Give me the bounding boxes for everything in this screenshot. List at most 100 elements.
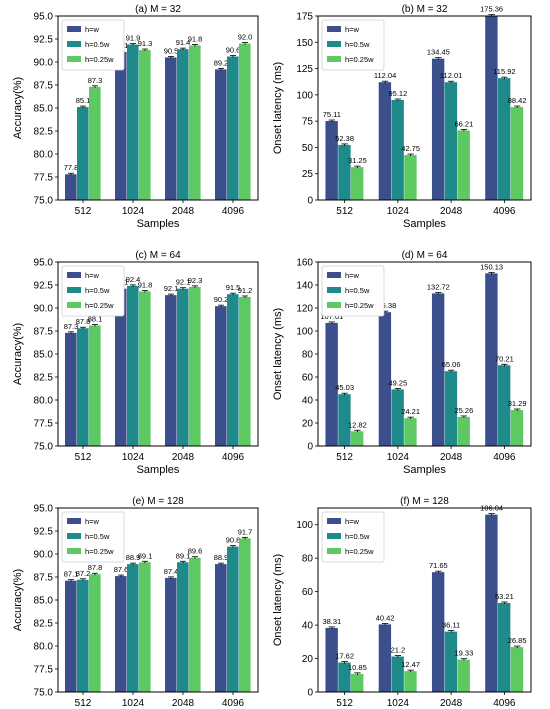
bar — [485, 514, 498, 692]
y-tick-label: 87.5 — [34, 327, 54, 338]
data-label: 77.8 — [64, 163, 79, 172]
bar — [115, 576, 127, 692]
x-tick-label: 2048 — [172, 206, 195, 217]
y-tick-label: 80.0 — [34, 396, 54, 407]
legend-swatch — [67, 56, 81, 62]
x-tick-label: 512 — [336, 452, 353, 463]
bar — [457, 416, 470, 446]
data-label: 92.1 — [164, 284, 179, 293]
y-tick-label: 50 — [302, 143, 314, 154]
bar — [444, 371, 458, 446]
x-tick-label: 1024 — [387, 698, 410, 709]
legend-swatch — [67, 26, 81, 32]
bar — [404, 155, 417, 200]
y-tick-label: 175 — [296, 12, 313, 23]
bar — [177, 288, 189, 446]
x-tick-label: 1024 — [387, 206, 410, 217]
bar — [139, 291, 151, 446]
bar — [431, 293, 445, 446]
bar — [431, 572, 445, 692]
bar — [227, 546, 239, 692]
x-axis-label: Samples — [403, 218, 446, 230]
legend-swatch — [327, 287, 341, 293]
legend-swatch — [327, 272, 341, 278]
y-tick-label: 90.0 — [34, 58, 54, 69]
y-tick-label: 20 — [302, 419, 314, 430]
bar — [177, 49, 189, 201]
y-tick-label: 120 — [296, 304, 313, 315]
x-tick-label: 4096 — [493, 452, 516, 463]
bar — [215, 69, 227, 200]
bar — [391, 99, 404, 200]
bar — [351, 673, 364, 692]
x-tick-label: 512 — [336, 698, 353, 709]
y-axis-label: Accuracy(%) — [12, 569, 24, 631]
x-tick-label: 4096 — [222, 452, 245, 463]
chart-title: (c) M = 64 — [135, 250, 181, 261]
bar — [378, 82, 392, 200]
data-label: 70.21 — [495, 354, 514, 363]
plot-frame — [317, 261, 532, 447]
data-label: 91.2 — [238, 286, 253, 295]
bar — [457, 659, 470, 692]
x-axis-label: Samples — [137, 464, 180, 476]
legend-swatch — [67, 548, 81, 554]
x-tick-label: 2048 — [440, 698, 463, 709]
bar — [165, 295, 177, 446]
y-tick-label: 75.0 — [34, 442, 54, 453]
data-label: 66.21 — [455, 119, 474, 128]
bar — [338, 394, 351, 446]
bar — [139, 50, 151, 200]
bar — [444, 82, 458, 200]
data-label: 116.38 — [374, 301, 396, 310]
data-label: 12.47 — [401, 660, 420, 669]
data-label: 89.1 — [176, 551, 191, 560]
legend-swatch — [67, 287, 81, 293]
legend-label: h=0.5w — [85, 286, 110, 295]
y-tick-label: 85.0 — [34, 596, 54, 607]
data-label: 90.2 — [214, 295, 229, 304]
y-tick-label: 85.0 — [34, 350, 54, 361]
bar — [391, 389, 404, 446]
data-label: 12.82 — [348, 420, 367, 429]
y-axis-label: Onset latency (ms) — [272, 554, 284, 646]
data-label: 87.6 — [114, 565, 129, 574]
y-tick-label: 90.0 — [34, 304, 54, 315]
x-tick-label: 4096 — [222, 206, 245, 217]
bar — [351, 431, 364, 446]
y-tick-label: 75.0 — [34, 196, 54, 207]
y-tick-label: 87.5 — [34, 573, 54, 584]
bar — [177, 562, 189, 692]
data-label: 89.6 — [188, 547, 203, 556]
y-tick-label: 82.5 — [34, 619, 54, 630]
data-label: 150.13 — [480, 262, 503, 271]
plot-frame — [57, 261, 259, 447]
y-tick-label: 92.5 — [34, 281, 54, 292]
data-label: 87.2 — [76, 569, 91, 578]
data-label: 24.21 — [401, 407, 420, 416]
data-label: 45.03 — [335, 383, 354, 392]
bar — [497, 78, 511, 200]
bar — [497, 365, 511, 446]
y-tick-label: 80.0 — [34, 642, 54, 653]
data-label: 31.29 — [508, 399, 527, 408]
x-tick-label: 1024 — [122, 206, 145, 217]
y-tick-label: 87.5 — [34, 81, 54, 92]
bar — [510, 107, 524, 200]
x-tick-label: 2048 — [440, 206, 463, 217]
x-tick-label: 512 — [75, 206, 92, 217]
bar — [127, 285, 139, 446]
legend-label: h=0.25w — [85, 55, 114, 64]
bar — [65, 174, 77, 200]
data-label: 91.4 — [176, 38, 191, 47]
data-label: 49.25 — [388, 378, 407, 387]
legend-label: h=0.25w — [345, 301, 374, 310]
y-tick-label: 82.5 — [34, 373, 54, 384]
data-label: 91.8 — [138, 280, 153, 289]
y-tick-label: 0 — [307, 442, 313, 453]
y-axis-label: Accuracy(%) — [12, 77, 24, 139]
y-axis-label: Onset latency (ms) — [272, 62, 284, 154]
legend-label: h=0.5w — [85, 40, 110, 49]
legend-swatch — [327, 533, 341, 539]
